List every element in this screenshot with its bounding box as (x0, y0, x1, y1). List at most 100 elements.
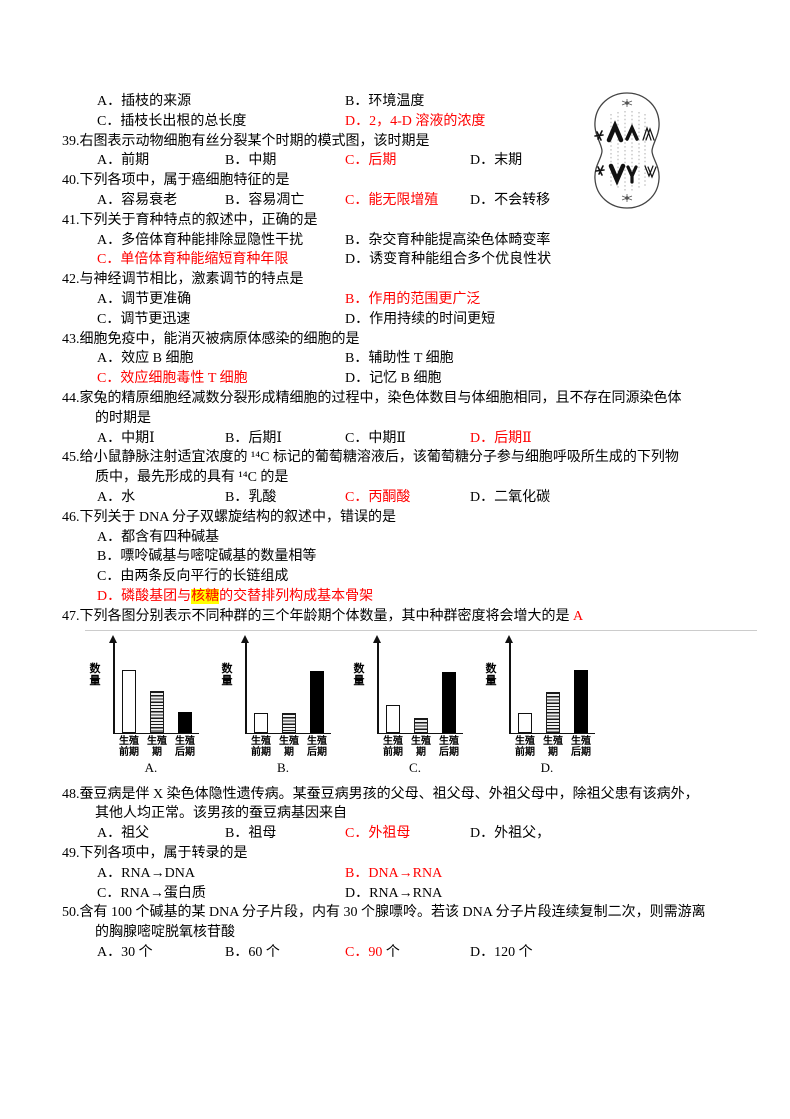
option: D．末期 (470, 151, 522, 171)
option: A．30 个 (97, 943, 153, 963)
options-row: A．祖父 B．祖母 C．外祖母 D．外祖父， (62, 824, 760, 844)
text-run: D．120 个 (470, 944, 533, 960)
question-stem-continued: 其他人均正常。该男孩的蚕豆病基因来自 (62, 804, 760, 824)
option: B．环境温度 (345, 92, 424, 112)
text-run: C．调节更迅速 (97, 311, 191, 327)
text-run: B．祖母 (225, 826, 277, 842)
option: C．后期 (345, 151, 396, 171)
centrosome-asters (621, 99, 633, 202)
option: D．记忆 B 细胞 (345, 369, 441, 389)
bar-生殖期 (282, 712, 296, 733)
answer-text-red: C．单倍体育种能缩短育种年限 (97, 252, 289, 268)
text-run: 的时期是 (95, 410, 151, 426)
question-stem: 39.右图表示动物细胞有丝分裂某个时期的模式图，该时期是 (62, 132, 760, 152)
y-axis (113, 641, 115, 733)
bar-生殖后期 (178, 711, 192, 733)
x-tick-label: 生殖 前期 (119, 735, 139, 758)
text-run: D．RNA→RNA (345, 885, 443, 901)
chart-letter-label: C. (409, 759, 421, 775)
text-run: D．二氧化碳 (470, 489, 551, 505)
x-tick-label: 生殖 前期 (383, 735, 403, 758)
text-run: A．前期 (97, 153, 150, 169)
answer-text-red: 核糖 (191, 588, 220, 604)
question-list: A．插枝的来源 B．环境温度 C．插枝长出根的总长度 D．2，4-D 溶液的浓度 39.… (62, 92, 760, 963)
options-row: C．RNA→蛋白质 D．RNA→RNA (62, 884, 760, 904)
x-tick-label: 生殖 前期 (515, 735, 535, 758)
x-axis (113, 732, 199, 735)
bar-生殖后期 (442, 671, 456, 733)
options-row: A．RNA→DNA B．DNA→RNA (62, 864, 760, 884)
option: D．RNA→RNA (345, 884, 442, 904)
y-axis-arrow-icon (109, 634, 117, 643)
y-axis-arrow-icon (505, 634, 513, 643)
bar-生殖期 (414, 718, 428, 733)
y-axis (377, 641, 379, 733)
x-tick-label: 生殖 后期 (439, 735, 459, 758)
text-run: C．RNA→蛋白质 (97, 885, 206, 901)
text-run: 40.下列各项中，属于癌细胞特征的是 (62, 173, 290, 189)
x-tick-label: 生殖 期 (279, 735, 299, 758)
chromosomes-top (594, 120, 655, 143)
answer-text-red: A (573, 608, 584, 624)
options-row: A．30 个 B．60 个 C．90 个 D．120 个 (62, 943, 760, 963)
text-run: D．诱变育种能组合多个优良性状 (345, 252, 552, 268)
x-tick-label: 生殖 期 (543, 735, 563, 758)
option: A．中期Ⅰ (97, 429, 155, 449)
text-run: B．杂交育种能提高染色体畸变率 (345, 232, 551, 248)
x-axis (245, 732, 331, 735)
question-stem: 50.含有 100 个碱基的某 DNA 分子片段，内有 30 个腺嘌呤。若该 D… (62, 903, 760, 923)
options-row: A．插枝的来源 B．环境温度 (62, 92, 760, 112)
option: B．DNA→RNA (345, 864, 442, 884)
text-run: A．都含有四种碱基 (97, 529, 220, 545)
question-stem-continued: 的时期是 (62, 409, 760, 429)
options-row: A．效应 B 细胞 B．辅助性 T 细胞 (62, 349, 760, 369)
chart-letter-label: A. (144, 759, 158, 775)
options-row: C．调节更迅速 D．作用持续的时间更短 (62, 310, 760, 330)
chromosomes-bottom (595, 163, 657, 186)
bar-生殖期 (546, 691, 560, 733)
text-run: B．容易凋亡 (225, 192, 305, 208)
bar-生殖前期 (122, 670, 136, 733)
bar-生殖前期 (254, 712, 268, 733)
question-stem: 43.细胞免疫中，能消灭被病原体感染的细胞的是 (62, 330, 760, 350)
text-run: 质中，最先形成的具有 ¹⁴C 的是 (95, 470, 289, 486)
x-tick-label: 生殖 前期 (251, 735, 271, 758)
bar-chart-A: 数量 生殖 前期 生殖 期生殖 后期 A. (85, 634, 217, 779)
chart-letter-label: D. (540, 759, 554, 775)
mitosis-cell-figure (577, 88, 677, 214)
bar-生殖后期 (310, 671, 324, 733)
option: D．2，4-D 溶液的浓度 (345, 112, 485, 132)
text-run: 47.下列各图分别表示不同种群的三个年龄期个体数量，其中种群密度将会增大的是 (62, 608, 573, 624)
x-axis (509, 732, 595, 735)
option: A．容易衰老 (97, 191, 177, 211)
text-run: B．乳酸 (225, 489, 277, 505)
text-run: B．后期Ⅰ (225, 430, 282, 446)
text-run: B．环境温度 (345, 94, 425, 109)
options-row: A．容易衰老 B．容易凋亡 C．能无限增殖 D．不会转移 (62, 191, 760, 211)
text-run: 39.右图表示动物细胞有丝分裂某个时期的模式图，该时期是 (62, 133, 430, 149)
option: D．外祖父， (470, 824, 550, 844)
text-run: A．效应 B 细胞 (97, 351, 194, 367)
x-tick-label: 生殖 后期 (175, 735, 195, 758)
question-stem-continued: 质中，最先形成的具有 ¹⁴C 的是 (62, 468, 760, 488)
option: A．祖父 (97, 824, 149, 844)
text-run: B．60 个 (225, 944, 280, 960)
text-run: A．水 (97, 489, 136, 505)
y-axis-label: 数量 (353, 661, 365, 688)
x-tick-label: 生殖 后期 (307, 735, 327, 758)
option: C．RNA→蛋白质 (97, 884, 206, 904)
option: B．乳酸 (225, 488, 276, 508)
text-run: 的胸腺嘧啶脱氧核苷酸 (95, 925, 235, 941)
answer-text-red: 的交替排列构成基本骨架 (219, 588, 374, 604)
option: D．后期Ⅱ (470, 429, 532, 449)
text-run: 个 (385, 944, 400, 960)
chart-letter-label: B. (277, 759, 289, 775)
text-run: 42.与神经调节相比，激素调节的特点是 (62, 272, 304, 288)
option: D．作用持续的时间更短 (345, 310, 495, 330)
text-run: A．祖父 (97, 826, 150, 842)
bar-生殖前期 (386, 705, 400, 733)
options-row: A．多倍体育种能排除显隐性干扰 B．杂交育种能提高染色体畸变率 (62, 231, 760, 251)
option: C．由两条反向平行的长链组成 (97, 567, 288, 587)
text-run: D．不会转移 (470, 192, 551, 208)
answer-text-red: C．后期 (345, 153, 397, 169)
